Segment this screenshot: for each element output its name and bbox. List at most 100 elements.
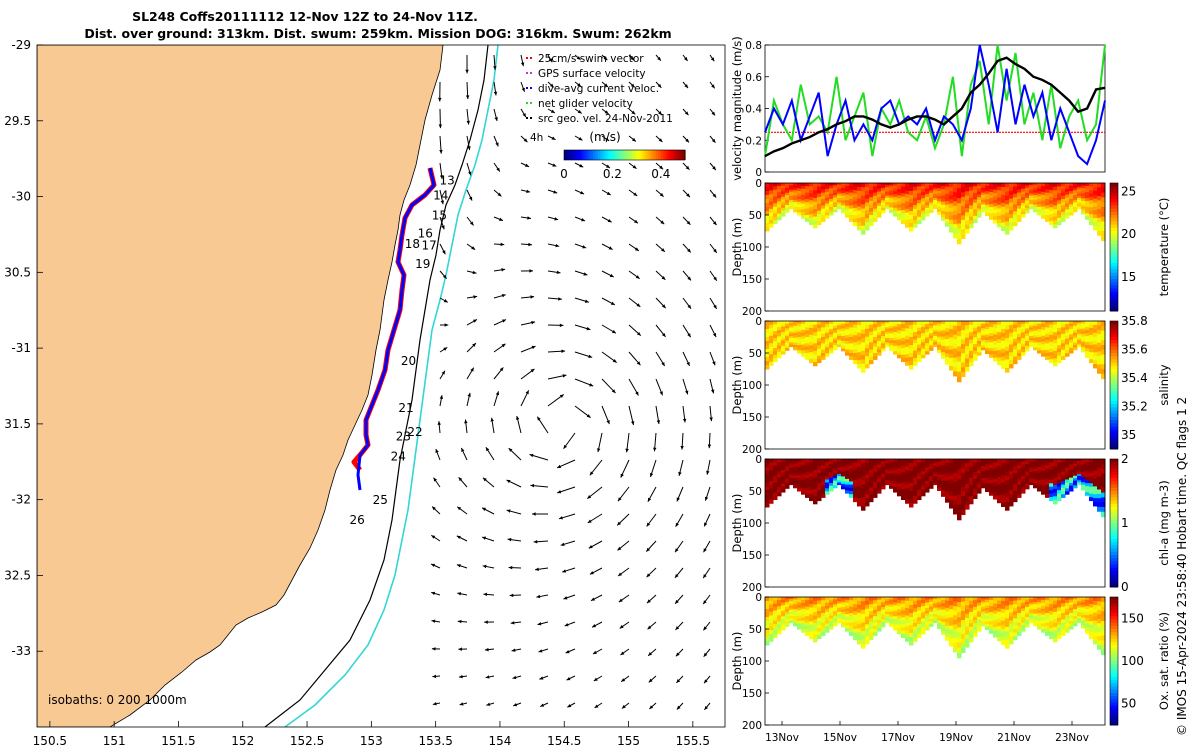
heatmap-cell	[965, 484, 970, 489]
heatmap-cell	[949, 641, 954, 647]
heatmap-cell	[1045, 343, 1050, 348]
heatmap-cell	[841, 338, 846, 342]
heatmap-cell	[877, 470, 882, 474]
heatmap-cell	[1053, 324, 1058, 329]
heatmap-cell	[837, 482, 842, 486]
heatmap-cell	[1037, 337, 1042, 341]
heatmap-cell	[1093, 218, 1098, 223]
heatmap-cell	[849, 471, 854, 476]
heatmap-y-tick-label: 150	[742, 412, 762, 424]
heatmap-cell	[893, 213, 898, 217]
heatmap-cell	[1077, 206, 1082, 210]
heatmap-cell	[1057, 214, 1062, 219]
heatmap-cell	[793, 342, 798, 346]
heatmap-colorbar-tick-label: 35.8	[1121, 314, 1148, 328]
heatmap-cell	[1101, 507, 1106, 513]
heatmap-cell	[985, 599, 990, 603]
heatmap-cell	[837, 603, 842, 607]
heatmap-cell	[1069, 621, 1074, 625]
heatmap-cell	[1001, 206, 1006, 212]
heatmap-cell	[977, 628, 982, 632]
heatmap-cell	[869, 193, 874, 198]
heatmap-cell	[1049, 486, 1054, 491]
heatmap-colorbar-label: chl-a (mg m-3)	[1157, 480, 1171, 565]
heatmap-cell	[881, 183, 886, 186]
heatmap-cell	[777, 612, 782, 616]
heatmap-cell	[1005, 488, 1010, 494]
heatmap-cell	[965, 212, 970, 217]
heatmap-cell	[885, 197, 890, 201]
heatmap-y-tick-label: 0	[755, 178, 762, 190]
heatmap-cell	[841, 195, 846, 199]
heatmap-cell	[865, 597, 870, 602]
heatmap-cell	[841, 597, 846, 600]
current-vector-head	[609, 273, 614, 278]
heatmap-cell	[945, 597, 950, 602]
heatmap-cell	[885, 335, 890, 339]
heatmap-cell	[841, 478, 846, 482]
current-vector-head	[712, 221, 717, 226]
heatmap-cell	[1093, 344, 1098, 349]
heatmap-cell	[1061, 613, 1066, 617]
heatmap-cell	[769, 611, 774, 616]
heatmap-cell	[973, 626, 978, 631]
current-vector-head	[465, 95, 470, 100]
heatmap-cell	[1053, 205, 1058, 210]
heatmap-cell	[1045, 202, 1050, 206]
heatmap-cell	[901, 496, 906, 501]
heatmap-cell	[805, 356, 810, 360]
heatmap-cell	[929, 192, 934, 196]
heatmap-cell	[1009, 498, 1014, 503]
heatmap-cell	[813, 205, 818, 210]
heatmap-cell	[1077, 478, 1082, 481]
heatmap-cell	[813, 194, 818, 199]
heatmap-cell	[881, 621, 886, 625]
current-vector-head	[661, 304, 666, 309]
heatmap-colorbar-cell	[1110, 378, 1118, 383]
heatmap-cell	[1069, 329, 1074, 333]
heatmap-cell	[917, 337, 922, 342]
heatmap-cell	[1065, 323, 1070, 328]
heatmap-cell	[853, 335, 858, 340]
heatmap-cell	[1001, 348, 1006, 354]
heatmap-cell	[937, 602, 942, 606]
heatmap-cell	[1017, 186, 1022, 190]
heatmap-cell	[1093, 348, 1098, 353]
heatmap-cell	[953, 334, 958, 340]
heatmap-cell	[1081, 190, 1086, 194]
heatmap-cell	[953, 183, 958, 189]
heatmap-cell	[817, 614, 822, 619]
heatmap-cell	[1077, 605, 1082, 609]
heatmap-cell	[977, 349, 982, 353]
heatmap-cell	[805, 603, 810, 608]
heatmap-cell	[997, 331, 1002, 337]
heatmap-cell	[877, 340, 882, 345]
heatmap-cell	[769, 346, 774, 352]
heatmap-cell	[909, 223, 914, 228]
heatmap-cell	[925, 467, 930, 471]
heatmap-cell	[1013, 190, 1018, 195]
heatmap-cell	[977, 464, 982, 469]
heatmap-cell	[981, 618, 986, 622]
heatmap-cell	[1017, 465, 1022, 470]
heatmap-cell	[921, 201, 926, 205]
heatmap-cell	[1033, 195, 1038, 198]
heatmap-cell	[773, 492, 778, 497]
heatmap-cell	[1089, 621, 1094, 626]
heatmap-cell	[993, 183, 998, 187]
heatmap-cell	[1013, 494, 1018, 499]
heatmap-cell	[897, 330, 902, 334]
heatmap-cell	[909, 361, 914, 366]
heatmap-cell	[929, 321, 934, 324]
heatmap-cell	[1045, 349, 1050, 354]
heatmap-colorbar-cell	[1110, 333, 1118, 338]
heatmap-cell	[845, 619, 850, 624]
heatmap-cell	[813, 608, 818, 613]
heatmap-cell	[817, 497, 822, 502]
colorbar-tick-label: 0	[560, 167, 568, 181]
heatmap-cell	[993, 489, 998, 493]
heatmap-cell	[889, 335, 894, 339]
heatmap-cell	[829, 337, 834, 341]
heatmap-cell	[969, 626, 974, 632]
heatmap-cell	[1053, 186, 1058, 191]
